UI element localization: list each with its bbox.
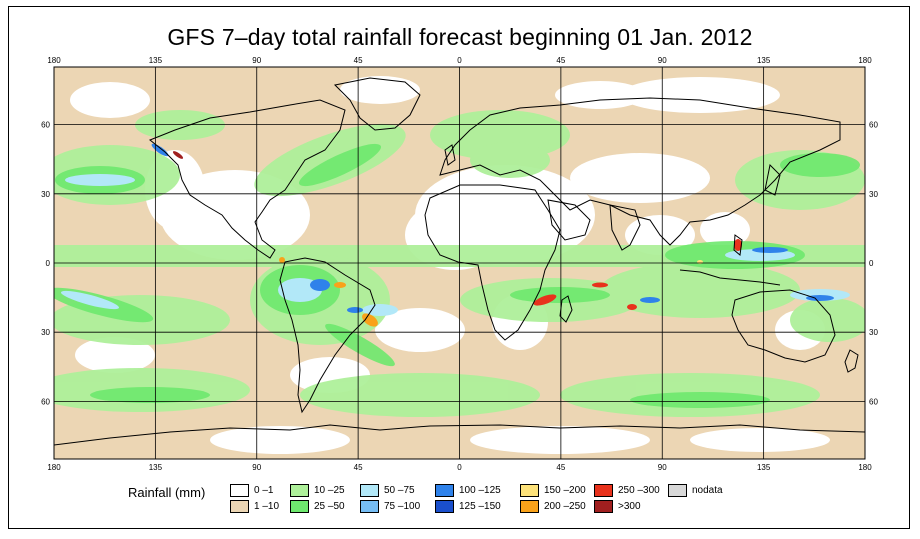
lon-tick-label: 135 bbox=[149, 56, 163, 65]
legend-label: nodata bbox=[692, 485, 723, 496]
legend-swatch bbox=[290, 484, 309, 497]
lon-tick-label: 180 bbox=[47, 56, 61, 65]
india-outline bbox=[609, 204, 641, 251]
lon-tick-label: 45 bbox=[556, 56, 565, 65]
legend-label: 125 –150 bbox=[459, 501, 501, 512]
legend-swatch bbox=[435, 484, 454, 497]
legend-label: 75 –100 bbox=[384, 501, 421, 512]
lon-tick-label: 90 bbox=[252, 463, 261, 472]
legend-swatch bbox=[435, 500, 454, 513]
legend-label: 50 –75 bbox=[384, 485, 415, 496]
eurasia-outline bbox=[439, 97, 841, 246]
coastlines bbox=[54, 77, 865, 446]
lat-tick-label: 60 bbox=[869, 121, 878, 130]
legend-swatch bbox=[520, 500, 539, 513]
legend-label: 10 –25 bbox=[314, 485, 345, 496]
legend-swatch bbox=[360, 484, 379, 497]
lon-tick-label: 90 bbox=[252, 56, 261, 65]
legend-swatch bbox=[668, 484, 687, 497]
legend-label: 25 –50 bbox=[314, 501, 345, 512]
lon-tick-label: 135 bbox=[757, 56, 771, 65]
figure-frame bbox=[8, 6, 910, 529]
arabia-outline bbox=[547, 199, 591, 241]
africa-outline bbox=[424, 184, 561, 341]
heavier-rain bbox=[54, 143, 860, 408]
lon-tick-label: 45 bbox=[354, 56, 363, 65]
lat-labels-left: 60 30 0 30 60 bbox=[41, 121, 50, 407]
lat-tick-label: 60 bbox=[41, 397, 50, 406]
graticule bbox=[54, 67, 865, 459]
antarctica-outline bbox=[54, 424, 865, 446]
legend-label: >300 bbox=[618, 501, 641, 512]
legend-label: 200 –250 bbox=[544, 501, 586, 512]
lat-tick-label: 0 bbox=[46, 259, 51, 268]
legend-swatch bbox=[230, 500, 249, 513]
lon-tick-label: 90 bbox=[658, 463, 667, 472]
legend-swatch bbox=[520, 484, 539, 497]
lat-tick-label: 60 bbox=[41, 121, 50, 130]
rain-extreme bbox=[172, 151, 742, 327]
map-border bbox=[53, 66, 866, 460]
greenland-outline bbox=[333, 77, 421, 131]
north-america-outline bbox=[149, 99, 346, 259]
legend-label: 150 –200 bbox=[544, 485, 586, 496]
legend-swatch bbox=[594, 500, 613, 513]
lon-tick-label: 180 bbox=[47, 463, 61, 472]
lon-tick-label: 180 bbox=[858, 463, 872, 472]
lon-tick-label: 45 bbox=[354, 463, 363, 472]
lon-tick-label: 45 bbox=[556, 463, 565, 472]
lon-labels-bottom: 180 135 90 45 0 45 90 135 180 bbox=[47, 463, 872, 472]
map-title: GFS 7–day total rainfall forecast beginn… bbox=[167, 24, 753, 50]
lon-tick-label: 135 bbox=[757, 463, 771, 472]
legend-title: Rainfall (mm) bbox=[128, 485, 206, 500]
legend-label: 0 –1 bbox=[254, 485, 274, 496]
lat-tick-label: 30 bbox=[41, 190, 50, 199]
legend-swatch bbox=[230, 484, 249, 497]
lat-labels-right: 60 30 0 30 60 bbox=[869, 121, 878, 407]
legend-swatch bbox=[360, 500, 379, 513]
south-america-outline bbox=[279, 257, 376, 414]
japan-outline bbox=[764, 163, 781, 196]
legend-label: 1 –10 bbox=[254, 501, 280, 512]
legend-swatch bbox=[594, 484, 613, 497]
legend-label: 250 –300 bbox=[618, 485, 660, 496]
lat-tick-label: 0 bbox=[869, 259, 874, 268]
lat-tick-label: 60 bbox=[869, 397, 878, 406]
lon-tick-label: 180 bbox=[858, 56, 872, 65]
rain-75-150 bbox=[151, 143, 834, 313]
lat-tick-label: 30 bbox=[869, 190, 878, 199]
lon-tick-label: 90 bbox=[658, 56, 667, 65]
uk-outline bbox=[444, 144, 456, 166]
legend-swatch bbox=[290, 500, 309, 513]
lon-tick-label: 0 bbox=[457, 463, 462, 472]
lon-tick-label: 0 bbox=[457, 56, 462, 65]
madagascar-outline bbox=[559, 295, 573, 323]
legend-label: 100 –125 bbox=[459, 485, 501, 496]
philippines-outline bbox=[733, 234, 743, 256]
lon-tick-label: 135 bbox=[149, 463, 163, 472]
new-zealand-outline bbox=[844, 349, 859, 373]
lat-tick-label: 30 bbox=[41, 328, 50, 337]
lon-labels-top: 180 135 90 45 0 45 90 135 180 bbox=[47, 56, 872, 65]
lat-tick-label: 30 bbox=[869, 328, 878, 337]
